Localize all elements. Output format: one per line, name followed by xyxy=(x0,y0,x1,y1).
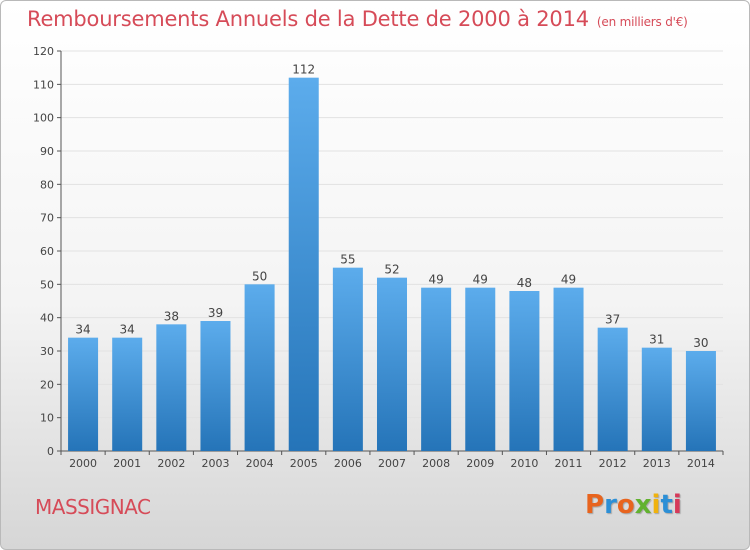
logo-letter: x xyxy=(634,490,652,520)
logo-letter: t xyxy=(660,490,673,520)
bar-value-label: 49 xyxy=(428,273,443,287)
value-labels: 34 34 38 39 50 112 55 52 49 49 48 49 37 31 30 xyxy=(75,63,708,350)
bar xyxy=(68,337,99,451)
bar xyxy=(553,287,584,451)
bars xyxy=(68,77,716,452)
x-tick-label: 2003 xyxy=(201,457,229,470)
y-tick-label: 20 xyxy=(40,378,54,391)
bar xyxy=(376,277,408,451)
y-tick-label: 90 xyxy=(40,145,54,158)
x-tick-label: 2002 xyxy=(157,457,185,470)
bar xyxy=(288,77,319,452)
x-tick-label: 2011 xyxy=(555,457,583,470)
chart-unit: (en milliers d'€) xyxy=(596,15,688,29)
logo-letter: i xyxy=(651,490,661,520)
y-tick-label: 40 xyxy=(40,312,54,325)
bar-value-label: 112 xyxy=(292,63,315,77)
proxiti-logo: Proxiti xyxy=(585,490,682,520)
y-tick-label: 70 xyxy=(40,212,54,225)
bar xyxy=(244,284,275,451)
x-tick-label: 2000 xyxy=(69,457,97,470)
bar xyxy=(332,267,363,451)
y-tick-label: 50 xyxy=(40,278,54,291)
logo-letter: i xyxy=(672,490,682,520)
y-tick-label: 30 xyxy=(40,345,54,358)
commune-name: MASSIGNAC xyxy=(35,495,151,519)
bar-value-label: 31 xyxy=(649,333,664,347)
bar-value-label: 49 xyxy=(473,273,488,287)
bar xyxy=(200,321,231,451)
bar-value-label: 39 xyxy=(208,306,223,320)
bar xyxy=(112,337,143,451)
x-axis: 2000 2001 2002 2003 2004 2005 2006 2007 2008 2009… xyxy=(60,451,724,470)
x-tick-label: 2007 xyxy=(378,457,406,470)
chart-title: Remboursements Annuels de la Dette de 20… xyxy=(27,7,688,31)
bar xyxy=(156,324,187,451)
x-tick-label: 2001 xyxy=(113,457,141,470)
bar-value-label: 52 xyxy=(384,263,399,277)
x-tick-label: 2004 xyxy=(246,457,274,470)
x-tick-label: 2010 xyxy=(510,457,538,470)
x-tick-label: 2009 xyxy=(466,457,494,470)
bar-value-label: 50 xyxy=(252,269,267,283)
bar-value-label: 38 xyxy=(164,309,179,323)
bar-value-label: 34 xyxy=(120,323,135,337)
bar-value-label: 30 xyxy=(693,336,708,350)
x-tick-label: 2012 xyxy=(599,457,627,470)
x-tick-label: 2013 xyxy=(643,457,671,470)
logo-letter: o xyxy=(616,490,635,520)
y-tick-label: 80 xyxy=(40,178,54,191)
bar-value-label: 55 xyxy=(340,253,355,267)
bar xyxy=(597,327,628,451)
bar-value-label: 49 xyxy=(561,273,576,287)
chart-title-text: Remboursements Annuels de la Dette de 20… xyxy=(27,7,589,31)
y-tick-label: 10 xyxy=(40,412,54,425)
bar-value-label: 34 xyxy=(75,323,90,337)
bar xyxy=(685,351,716,451)
x-tick-label: 2006 xyxy=(334,457,362,470)
bar-value-label: 48 xyxy=(517,276,532,290)
logo-letter: P xyxy=(585,490,605,520)
bar-value-label: 37 xyxy=(605,313,620,327)
x-tick-label: 2014 xyxy=(687,457,715,470)
y-tick-label: 0 xyxy=(47,445,54,458)
y-tick-label: 100 xyxy=(33,112,54,125)
bar xyxy=(421,287,452,451)
y-tick-label: 110 xyxy=(33,78,54,91)
x-tick-label: 2005 xyxy=(290,457,318,470)
y-tick-label: 120 xyxy=(33,45,54,58)
logo-letter: r xyxy=(604,490,617,520)
bar xyxy=(465,287,496,451)
x-tick-label: 2008 xyxy=(422,457,450,470)
bar xyxy=(641,347,672,451)
bar xyxy=(509,291,540,451)
y-tick-label: 60 xyxy=(40,245,54,258)
